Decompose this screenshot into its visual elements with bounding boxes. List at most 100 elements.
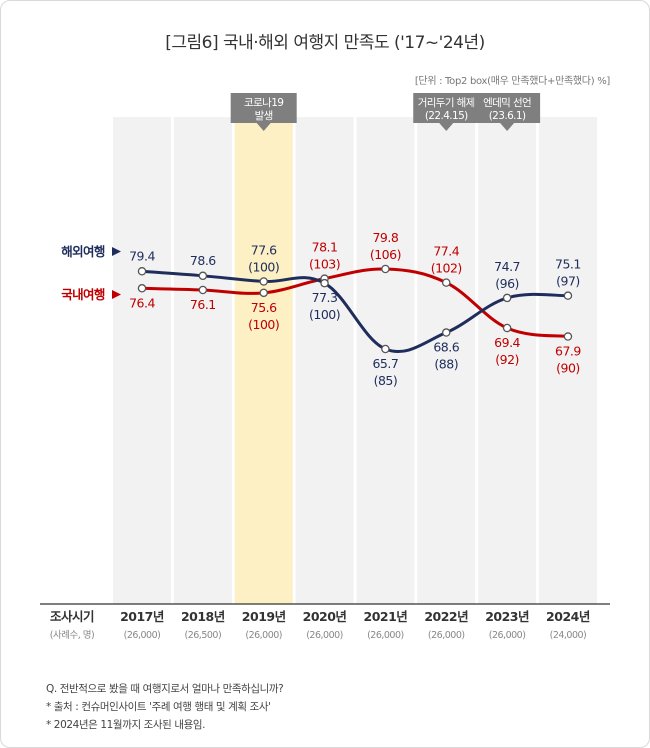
- data-label-1-2: 75.6: [251, 300, 277, 315]
- annotation-box: [230, 93, 297, 131]
- index-label-0-5: (88): [434, 357, 458, 372]
- point-0-6: [502, 293, 512, 303]
- data-label-0-4: 65.7: [372, 356, 398, 371]
- x-tick-label-4: 2021년: [364, 609, 408, 624]
- data-label-0-0: 79.4: [129, 248, 155, 263]
- annotation-line-2: 발생: [255, 110, 273, 122]
- x-tick-label-2: 2019년: [242, 609, 286, 624]
- highlight-column-2: [234, 117, 293, 604]
- x-sample-size-6: (26,000): [489, 630, 526, 641]
- column-bg-4: [356, 117, 415, 604]
- annotation-box: [413, 93, 480, 131]
- index-label-1-2: (100): [248, 317, 279, 332]
- series-line-1: [140, 267, 570, 339]
- note-period: * 2024년은 11월까지 조사된 내용임.: [46, 719, 206, 731]
- series-lines: [137, 264, 573, 354]
- column-bg-7: [538, 117, 597, 604]
- index-label-0-3: (100): [309, 307, 340, 322]
- x-tick-label-5: 2022년: [424, 609, 468, 624]
- annotation-1: 거리두기 해제(22.4.15): [413, 93, 480, 131]
- data-label-0-5: 68.6: [433, 340, 459, 355]
- data-label-0-1: 78.6: [190, 253, 216, 268]
- annotation-line-2: (22.4.15): [425, 110, 468, 122]
- annotation-line-1: 거리두기 해제: [418, 96, 475, 109]
- data-label-0-3: 77.3: [312, 290, 338, 305]
- legend-label-0: 해외여행: [61, 244, 105, 259]
- data-label-1-7: 67.9: [555, 344, 581, 359]
- x-subheader: (사례수, 명): [50, 630, 94, 641]
- unit-note: [단위 : Top2 box(매우 만족했다+만족했다) %]: [414, 76, 610, 87]
- index-label-0-6: (96): [495, 276, 519, 291]
- point-1-1: [198, 285, 208, 295]
- note-question: Q. 전반적으로 봤을 때 여행지로서 얼마나 만족하십니까?: [46, 683, 284, 695]
- data-label-1-4: 79.8: [372, 230, 398, 245]
- point-0-5: [441, 328, 451, 337]
- annotation-line-1: 엔데믹 선언: [483, 97, 531, 109]
- annotation-2: 엔데믹 선언(23.6.1): [474, 93, 541, 131]
- point-1-6: [502, 323, 512, 333]
- point-1-2: [259, 288, 268, 298]
- annotation-box: [474, 93, 541, 131]
- data-label-0-2: 77.6: [251, 242, 277, 257]
- column-bg-5: [417, 117, 476, 604]
- index-label-1-5: (102): [431, 261, 462, 276]
- x-tick-label-0: 2017년: [120, 609, 164, 624]
- point-1-4: [381, 264, 390, 274]
- point-0-0: [137, 267, 147, 276]
- x-header: 조사시기: [50, 609, 94, 624]
- index-label-0-7: (97): [556, 274, 580, 289]
- data-label-1-0: 76.4: [129, 295, 155, 310]
- data-label-0-6: 74.7: [494, 259, 520, 274]
- year-columns: [113, 117, 597, 604]
- data-label-1-6: 69.4: [494, 335, 520, 350]
- point-1-7: [563, 332, 573, 341]
- x-sample-size-4: (26,000): [367, 630, 404, 641]
- annotation-line-2: (23.6.1): [489, 110, 526, 122]
- x-tick-label-7: 2024년: [546, 609, 590, 624]
- x-sample-size-1: (26,500): [185, 630, 222, 641]
- point-0-4: [381, 344, 390, 354]
- x-sample-size-3: (26,000): [306, 630, 343, 641]
- x-sample-size-0: (26,000): [124, 630, 161, 641]
- x-tick-label-3: 2020년: [303, 609, 347, 624]
- column-bg-3: [295, 117, 354, 604]
- index-label-0-4: (85): [374, 373, 398, 388]
- point-0-7: [563, 291, 573, 300]
- series-line-0: [140, 269, 570, 354]
- point-0-1: [198, 271, 208, 281]
- x-tick-label-6: 2023년: [485, 609, 529, 624]
- index-label-1-3: (103): [309, 257, 340, 272]
- point-0-3: [320, 278, 329, 288]
- data-label-0-7: 75.1: [555, 257, 581, 272]
- point-1-0: [137, 284, 147, 293]
- x-tick-label-1: 2018년: [181, 609, 225, 624]
- column-bg-6: [478, 117, 537, 604]
- column-bg-0: [113, 117, 171, 604]
- point-1-5: [441, 278, 451, 287]
- index-label-1-4: (106): [370, 247, 401, 262]
- index-label-0-2: (100): [248, 259, 279, 274]
- chart-notes: Q. 전반적으로 봤을 때 여행지로서 얼마나 만족하십니까? * 출처 : 컨…: [46, 680, 284, 734]
- legend-arrow-icon-0: [112, 247, 121, 256]
- data-label-1-5: 77.4: [433, 244, 459, 259]
- legend-label-1: 국내여행: [61, 287, 105, 302]
- x-axis: 조사시기 (사례수, 명) 2017년 (26,000) 2018년 (26,500) 20…: [40, 603, 610, 641]
- index-label-1-6: (92): [495, 352, 519, 367]
- annotation-line-1: 코로나19: [244, 97, 283, 109]
- point-0-2: [259, 277, 268, 286]
- x-sample-size-5: (26,000): [428, 630, 465, 641]
- data-label-1-3: 78.1: [312, 240, 338, 255]
- data-labels: 79.4 78.6 77.6 (100) 77.3 (100) 65.7 (85) 68.6 (8…: [129, 230, 582, 388]
- data-label-1-1: 76.1: [190, 297, 216, 312]
- index-label-1-7: (90): [556, 361, 580, 376]
- column-bg-1: [173, 117, 232, 604]
- x-sample-size-7: (24,000): [550, 630, 587, 641]
- legend-arrow-icon-1: [112, 290, 121, 299]
- x-sample-size-2: (26,000): [245, 630, 282, 641]
- note-source: * 출처 : 컨슈머인사이트 '주례 여행 행태 및 계획 조사': [46, 701, 271, 713]
- chart-title: [그림6] 국내·해외 여행지 만족도 ('17~'24년): [165, 33, 485, 53]
